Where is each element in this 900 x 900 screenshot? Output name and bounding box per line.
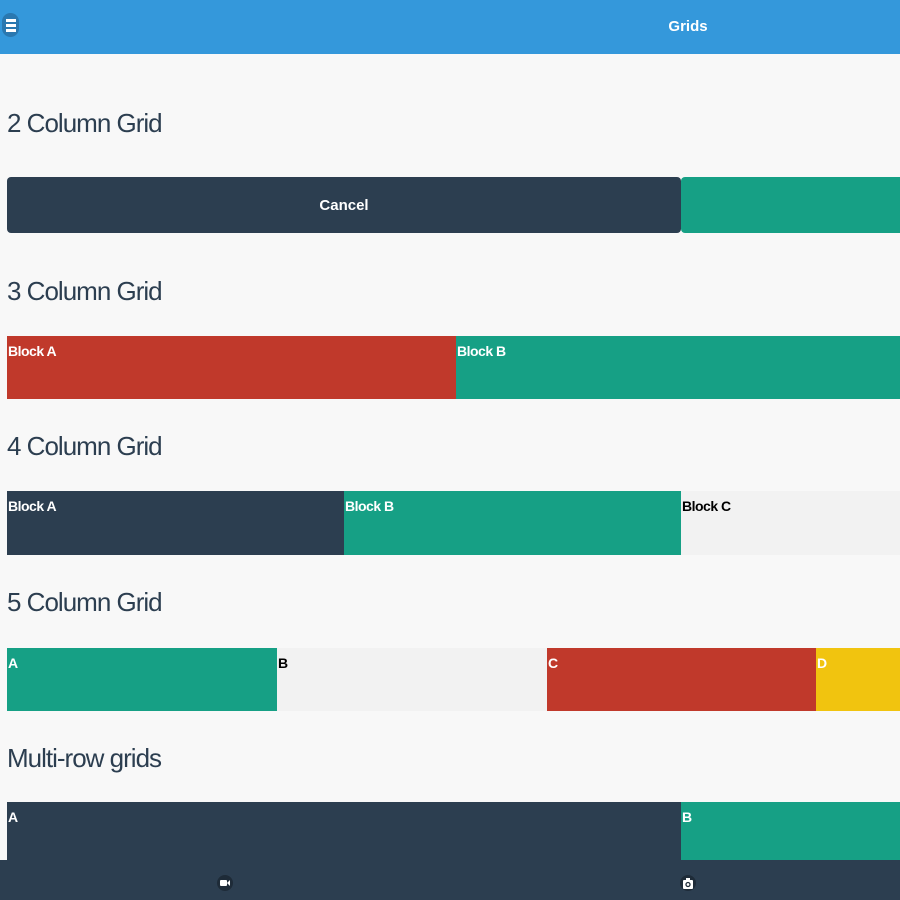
- section-heading: 3 Column Grid: [7, 276, 163, 306]
- block-b: B: [681, 802, 900, 860]
- block-a: Block A: [7, 491, 344, 555]
- page-title: Grids: [668, 18, 708, 35]
- block-d: D: [816, 648, 900, 711]
- section-heading: 5 Column Grid: [7, 587, 163, 617]
- video-camera-icon[interactable]: [217, 875, 233, 891]
- block-c: Block C: [681, 491, 900, 555]
- block-b: Block B: [344, 491, 681, 555]
- confirm-button[interactable]: [681, 177, 900, 233]
- block-a: A: [7, 648, 277, 711]
- section-heading: 4 Column Grid: [7, 431, 163, 461]
- block-a: Block A: [7, 336, 456, 399]
- section-heading: Multi-row grids: [7, 743, 162, 773]
- block-c: C: [547, 648, 816, 711]
- block-b: B: [277, 648, 547, 711]
- block-a: A: [7, 802, 681, 860]
- block-b: Block B: [456, 336, 900, 399]
- section-heading: 2 Column Grid: [7, 108, 163, 138]
- menu-icon[interactable]: [2, 13, 19, 37]
- footer-bar: [0, 860, 900, 900]
- camera-icon[interactable]: [680, 875, 696, 891]
- header-bar: Grids: [0, 0, 900, 54]
- cancel-button[interactable]: Cancel: [7, 177, 681, 233]
